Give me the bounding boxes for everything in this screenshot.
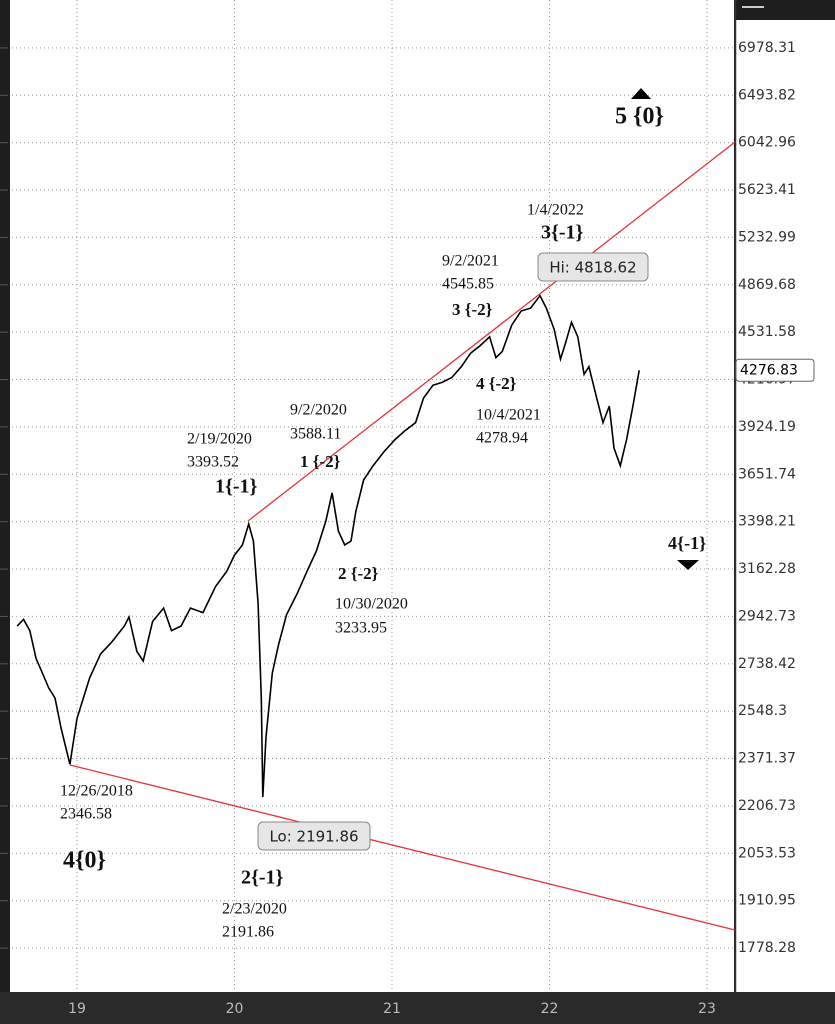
- trend-line: [69, 764, 736, 931]
- annotation: 5 {0}: [615, 104, 664, 130]
- annotation: 2{-1}: [241, 867, 284, 889]
- annotation: 12/26/2018: [60, 783, 133, 800]
- y-tick-label: 4869.68: [738, 277, 796, 293]
- annotation: 9/2/2020: [290, 402, 347, 419]
- annotation: 4 {-2}: [476, 374, 517, 393]
- y-tick-label: 6978.31: [738, 40, 796, 56]
- annotation: 2346.58: [60, 806, 112, 823]
- y-axis-area: [736, 0, 835, 992]
- annotation: 1/4/2022: [527, 202, 584, 219]
- annotation: 3 {-2}: [452, 300, 493, 319]
- x-axis-area: [0, 992, 835, 1024]
- callout-box: [537, 252, 649, 282]
- annotation: 4{0}: [63, 848, 106, 874]
- annotation: 3588.11: [290, 426, 341, 443]
- price-line: [16, 294, 640, 798]
- y-tick-label: 1910.95: [738, 893, 796, 909]
- up-arrow: [631, 88, 651, 99]
- last-price-box: [735, 358, 815, 382]
- annotation: 1 {-2}: [300, 452, 341, 471]
- y-tick-label: 2942.73: [738, 608, 796, 624]
- annotation: 3393.52: [187, 454, 239, 471]
- annotation: 3{-1}: [541, 222, 584, 244]
- y-tick-label: 3162.28: [738, 561, 796, 577]
- y-tick-label: 3398.21: [738, 514, 796, 530]
- y-tick-label: 3924.19: [738, 419, 796, 435]
- y-tick-label: 2371.37: [738, 751, 796, 767]
- annotation: 1{-1}: [215, 476, 258, 498]
- annotation: 2191.86: [222, 924, 274, 941]
- last-price-label: 4276.83: [740, 362, 798, 378]
- x-tick-label: 23: [698, 1001, 716, 1017]
- y-tick-label: 2738.42: [738, 656, 796, 672]
- annotation: 4545.85: [442, 276, 494, 293]
- y-tick-label: 5232.99: [738, 229, 796, 245]
- y-tick-label: 6493.82: [738, 87, 796, 103]
- x-tick-label: 20: [226, 1001, 244, 1017]
- annotation: 2/23/2020: [222, 901, 287, 918]
- down-arrow: [677, 560, 699, 570]
- trend-line: [247, 141, 736, 522]
- annotation: 9/2/2021: [442, 253, 499, 270]
- y-tick-label: 4531.58: [738, 324, 796, 340]
- annotation: 2/19/2020: [187, 431, 252, 448]
- annotation: 4{-1}: [668, 533, 706, 553]
- x-tick-label: 21: [383, 1001, 401, 1017]
- annotation: 3233.95: [335, 620, 387, 637]
- plot-area: [10, 0, 734, 992]
- annotation: 10/30/2020: [335, 596, 408, 613]
- x-tick-label: 22: [541, 1001, 559, 1017]
- y-tick-label: 3651.74: [738, 466, 796, 482]
- y-tick-label: 2548.3: [738, 703, 787, 719]
- y-tick-label: 6042.96: [738, 135, 796, 151]
- y-tick-label: 2206.73: [738, 798, 796, 814]
- y-tick-label: 2053.53: [738, 845, 796, 861]
- toolbar: [736, 0, 835, 20]
- x-tick-label: 19: [68, 1001, 86, 1017]
- y-tick-label: 5623.41: [738, 182, 796, 198]
- callout-box: [257, 821, 371, 851]
- y-tick-label: 1778.28: [738, 940, 796, 956]
- callout-label: Lo: 2191.86: [269, 828, 358, 846]
- callout-label: Hi: 4818.62: [549, 259, 636, 277]
- menu-icon[interactable]: [742, 6, 764, 8]
- annotation: 4278.94: [476, 430, 528, 447]
- annotation: 2 {-2}: [338, 564, 379, 583]
- annotation: 10/4/2021: [476, 407, 541, 424]
